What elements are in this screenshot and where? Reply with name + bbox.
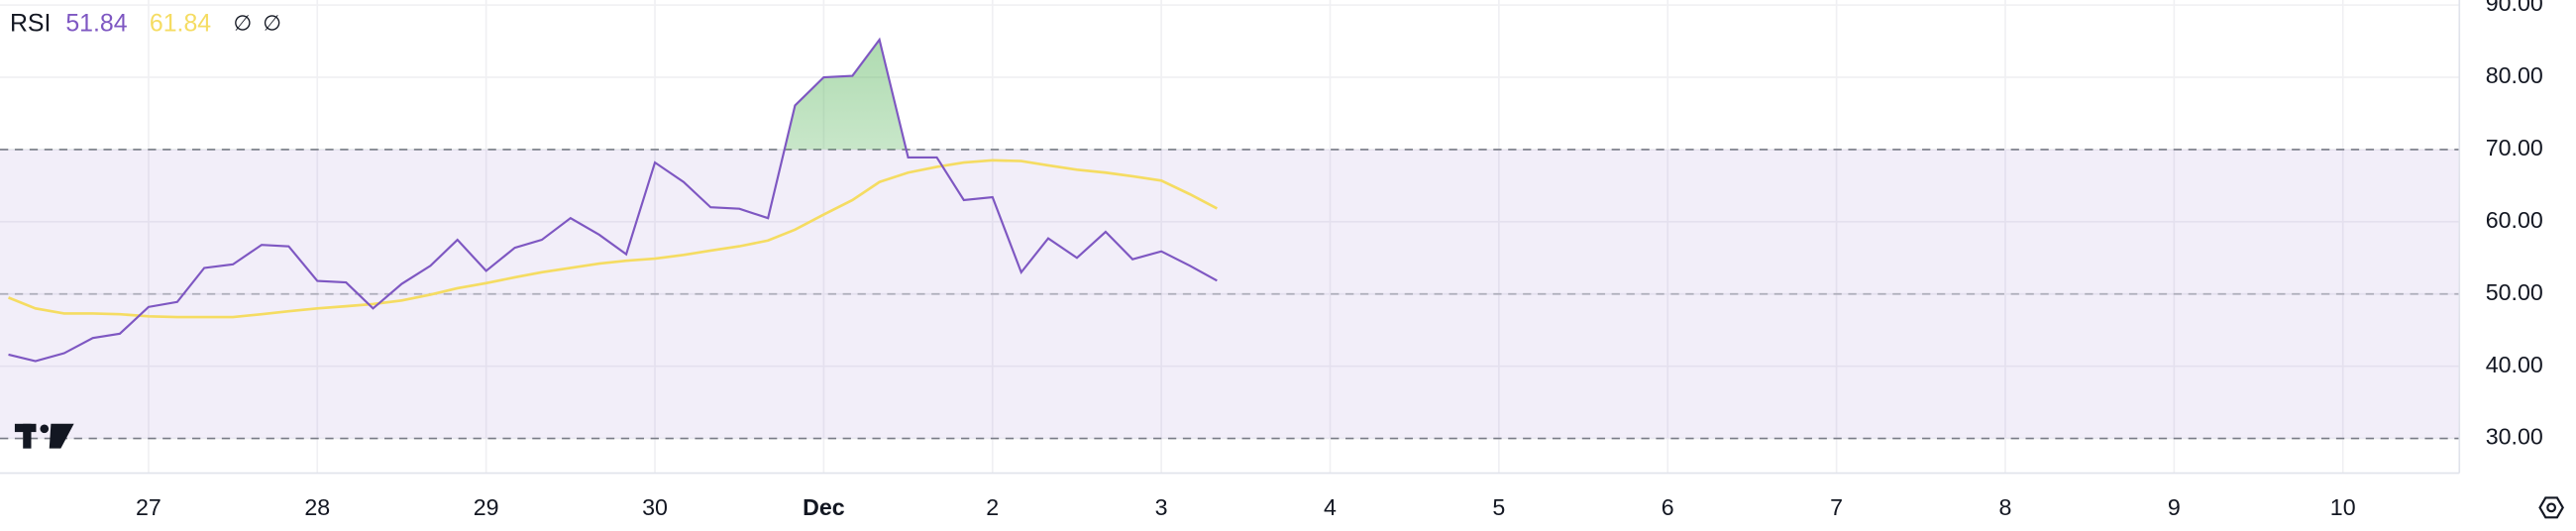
overbought-fill xyxy=(784,40,907,150)
logo-part xyxy=(40,424,50,434)
x-tick-label: 27 xyxy=(136,494,161,520)
y-tick-label: 60.00 xyxy=(2486,207,2543,233)
x-tick-label: 8 xyxy=(1999,494,2012,520)
x-tick-label: 29 xyxy=(474,494,499,520)
x-tick-label: 28 xyxy=(304,494,330,520)
y-tick-label: 80.00 xyxy=(2486,62,2543,88)
x-tick-label: 5 xyxy=(1492,494,1505,520)
x-tick-label: Dec xyxy=(803,494,845,520)
x-tick-label: 3 xyxy=(1155,494,1168,520)
y-tick-label: 30.00 xyxy=(2486,424,2543,450)
settings-button[interactable] xyxy=(2538,496,2564,519)
legend-title: RSI xyxy=(10,9,51,37)
logo-part xyxy=(23,423,32,449)
rsi-ma-line xyxy=(8,159,1218,319)
y-tick-label: 90.00 xyxy=(2486,0,2543,16)
legend: RSI 51.84 61.84 ∅ ∅ xyxy=(10,9,281,37)
rsi-line xyxy=(8,37,1218,363)
legend-value: 61.84 xyxy=(150,9,211,37)
x-tick-label: 4 xyxy=(1324,494,1337,520)
y-tick-label: 50.00 xyxy=(2486,279,2543,305)
x-tick-label: 30 xyxy=(642,494,668,520)
y-tick-label: 40.00 xyxy=(2486,352,2543,377)
settings-hexagon xyxy=(2538,496,2564,519)
x-tick-label: 2 xyxy=(986,494,999,520)
settings-dot xyxy=(2546,502,2557,513)
logo-part xyxy=(49,423,74,449)
x-tick-label: 7 xyxy=(1830,494,1843,520)
legend-value: 51.84 xyxy=(65,9,127,37)
status-icon[interactable]: ∅ xyxy=(233,11,252,36)
x-tick-label: 9 xyxy=(2168,494,2181,520)
tradingview-logo[interactable] xyxy=(14,423,74,449)
y-tick-label: 70.00 xyxy=(2486,135,2543,160)
x-tick-label: 10 xyxy=(2330,494,2356,520)
x-tick-label: 6 xyxy=(1662,494,1674,520)
status-icon[interactable]: ∅ xyxy=(263,11,281,36)
